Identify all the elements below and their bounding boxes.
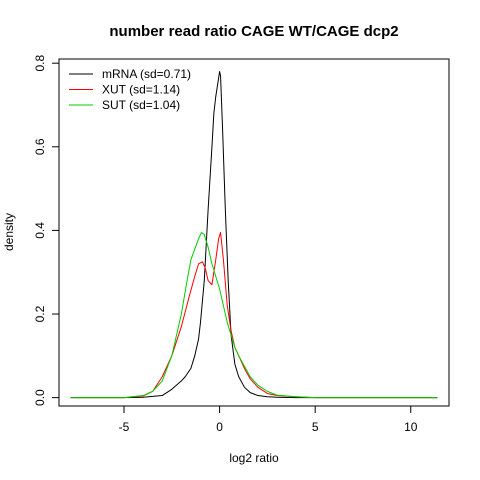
y-axis-title: density: [2, 213, 16, 251]
series-layer: [70, 71, 438, 399]
x-axis-title: log2 ratio: [229, 451, 279, 465]
y-tick-label: 0.2: [33, 305, 47, 322]
legend: mRNA (sd=0.71) XUT (sd=1.14)SUT (sd=1.04): [69, 67, 191, 112]
x-tick-label: 0: [216, 420, 223, 434]
legend-label-1: XUT (sd=1.14): [102, 83, 180, 97]
y-tick-label: 0.6: [33, 138, 47, 155]
series-line-1: [70, 232, 438, 399]
legend-label-0: mRNA (sd=0.71): [102, 67, 191, 81]
x-axis: -5 0 5 10: [119, 405, 418, 434]
y-axis: 0.0 0.2 0.4 0.6 0.8: [33, 55, 60, 406]
y-tick-label: 0.0: [33, 389, 47, 406]
x-tick-label: 5: [312, 420, 319, 434]
x-tick-label: 10: [404, 420, 418, 434]
y-tick-label: 0.4: [33, 222, 47, 239]
legend-label-2: SUT (sd=1.04): [102, 98, 180, 112]
chart-title: number read ratio CAGE WT/CAGE dcp2: [109, 23, 398, 40]
series-line-2: [70, 232, 438, 399]
y-tick-label: 0.8: [33, 55, 47, 72]
series-line-0: [70, 71, 438, 399]
x-tick-label: -5: [119, 420, 130, 434]
